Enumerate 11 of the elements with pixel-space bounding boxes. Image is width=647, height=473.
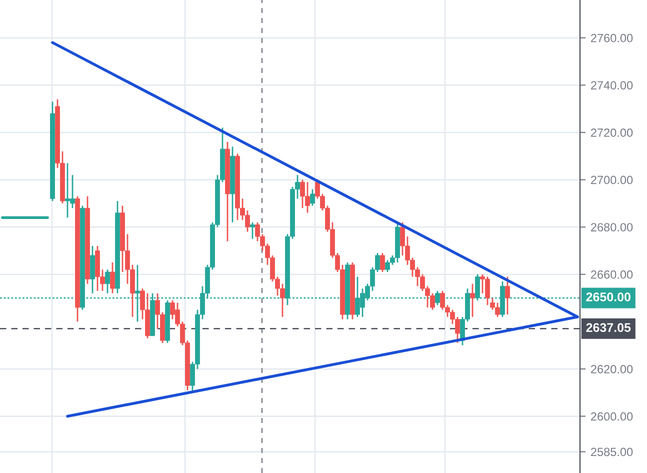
y-tick-label: 2700.00 [591,176,633,184]
ref-line-label: 2637.05 [586,323,631,332]
y-tick-label: 2740.00 [591,81,633,90]
y-tick-label: 2585.00 [591,448,633,456]
y-tick-label: 2600.00 [591,412,633,421]
ref-line-label: 2650.00 [586,292,630,302]
y-tick-label: 2620.00 [591,364,633,374]
y-tick-label: 2720.00 [591,128,633,137]
y-tick-label: 2760.00 [591,34,633,42]
y-tick-label: 2660.00 [591,270,633,279]
y-tick-label: 2680.00 [591,223,633,232]
